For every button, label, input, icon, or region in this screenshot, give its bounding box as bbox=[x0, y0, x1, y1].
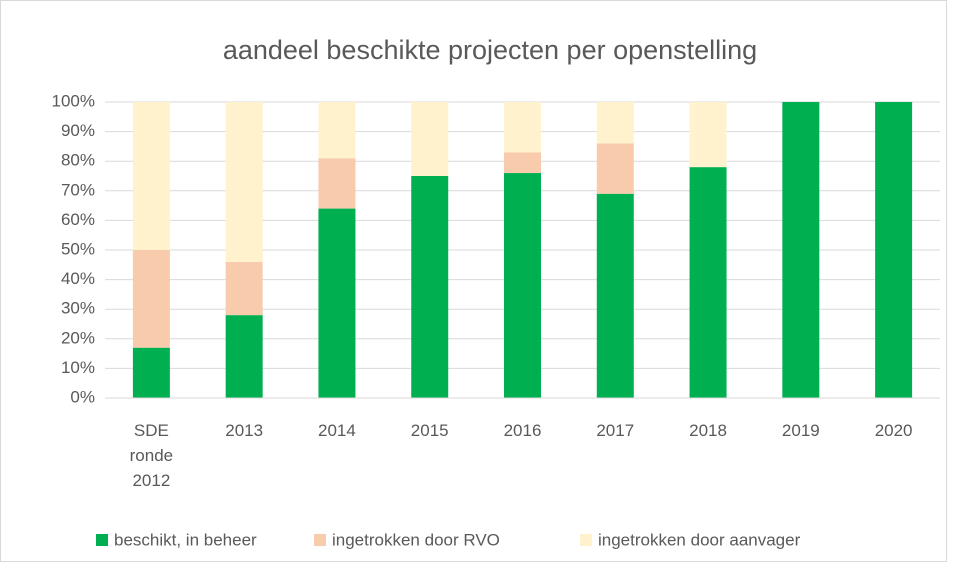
x-tick-label: 2016 bbox=[503, 421, 542, 440]
bar-segment bbox=[132, 347, 170, 398]
bar-segment bbox=[318, 208, 356, 398]
y-tick-label: 100% bbox=[52, 91, 95, 110]
bar-segment bbox=[504, 102, 541, 153]
legend-swatch bbox=[314, 534, 326, 546]
bar-segment bbox=[689, 167, 727, 398]
y-tick-label: 0% bbox=[70, 387, 95, 406]
y-tick-label: 50% bbox=[61, 239, 95, 258]
bar-segment bbox=[318, 158, 356, 209]
bar-segment bbox=[411, 176, 449, 398]
bar-segment bbox=[132, 250, 170, 348]
bar-segment bbox=[504, 173, 541, 398]
legend-label: ingetrokken door aanvager bbox=[598, 530, 801, 549]
bar-segment bbox=[782, 102, 820, 398]
x-tick-label: 2020 bbox=[874, 421, 913, 440]
bar-segment bbox=[411, 102, 449, 176]
bar-segment bbox=[504, 152, 541, 174]
y-tick-label: 20% bbox=[61, 328, 95, 347]
y-tick-label: 40% bbox=[61, 269, 95, 288]
bar-segment bbox=[689, 102, 727, 168]
bar-segment bbox=[596, 143, 634, 194]
y-tick-label: 90% bbox=[61, 121, 95, 140]
bar-segment bbox=[225, 315, 263, 398]
bar-segment bbox=[875, 102, 913, 398]
x-tick-label: 2014 bbox=[318, 421, 356, 440]
y-tick-label: 60% bbox=[61, 210, 95, 229]
bar-segment bbox=[225, 102, 263, 262]
bar-segment bbox=[132, 102, 170, 250]
x-tick-label: 2017 bbox=[596, 421, 635, 440]
y-tick-label: 80% bbox=[61, 151, 95, 170]
legend-label: beschikt, in beheer bbox=[114, 530, 257, 549]
x-tick-label: 2015 bbox=[410, 421, 449, 440]
y-tick-label: 30% bbox=[61, 299, 95, 318]
legend-swatch bbox=[580, 534, 592, 546]
y-tick-label: 70% bbox=[61, 180, 95, 199]
x-tick-label: 2013 bbox=[225, 421, 264, 440]
legend-swatch bbox=[96, 534, 108, 546]
y-tick-label: 10% bbox=[61, 358, 95, 377]
bar-segment bbox=[596, 102, 634, 144]
chart-title: aandeel beschikte projecten per openstel… bbox=[223, 35, 757, 65]
x-tick-label: 2018 bbox=[689, 421, 727, 440]
x-tick-label: SDE ronde 2012 bbox=[129, 421, 174, 490]
bar-segment bbox=[225, 261, 263, 316]
bar-segment bbox=[596, 193, 634, 398]
legend-label: ingetrokken door RVO bbox=[332, 530, 500, 549]
bar-segment bbox=[318, 102, 356, 159]
x-tick-label: 2019 bbox=[781, 421, 820, 440]
